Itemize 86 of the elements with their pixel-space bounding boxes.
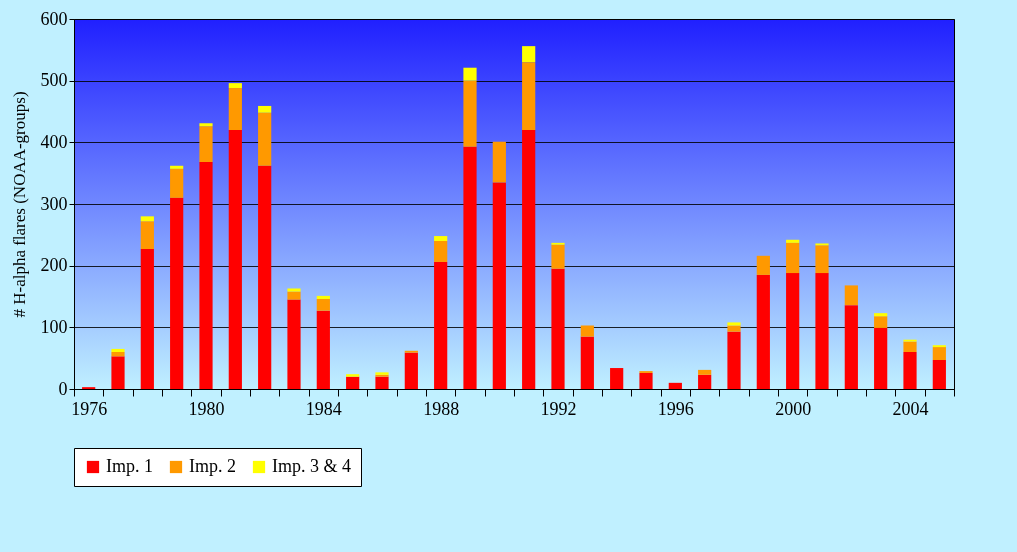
legend-label: Imp. 2 [189,456,236,476]
bar [316,310,330,389]
bar [463,80,477,147]
legend-label: Imp. 1 [106,456,153,476]
x-tick-label: 1988 [423,398,460,419]
bar [727,331,741,389]
bar [727,322,741,326]
bar [258,112,272,166]
bar [756,274,770,389]
bar [492,182,506,389]
bar [668,382,682,389]
x-tick-label: 1996 [657,398,694,419]
bar [698,374,712,389]
bar [522,130,536,389]
bar [932,360,946,389]
bar [404,352,418,389]
bar [199,162,213,389]
bar [463,146,477,389]
bar [111,352,125,357]
bar [698,369,712,375]
bar [434,261,448,389]
legend-label: Imp. 3 & 4 [272,456,351,476]
x-tick-label: 1976 [71,398,108,419]
bar [287,299,301,389]
bar [639,372,653,389]
bar [111,356,125,389]
bar [932,347,946,361]
x-tick-label: 2004 [892,398,929,419]
y-tick-label: 400 [40,131,68,152]
bar [111,348,125,352]
bar [786,239,800,243]
bar [874,316,888,328]
y-tick-label: 500 [40,70,68,91]
bar [316,298,330,311]
bar [727,325,741,332]
bar [522,62,536,130]
bar [874,313,888,317]
bar [844,285,858,306]
bar [346,376,360,389]
y-tick-label: 200 [40,255,68,276]
bar [199,126,213,163]
bar [903,352,917,389]
bar [228,130,242,389]
x-tick-label: 1980 [188,398,225,419]
bar [492,141,506,183]
bar [228,83,242,89]
bar [170,197,184,389]
bar [170,168,184,198]
bar [316,295,330,299]
bar [756,255,770,275]
bar [522,46,536,63]
bar [815,273,829,389]
bar [287,291,301,300]
bar [258,165,272,389]
bar [199,123,213,127]
bar [786,273,800,389]
x-tick-label: 1984 [305,398,342,419]
y-axis-title: # H-alpha flares (NOAA-groups) [9,91,29,318]
bar [610,368,624,389]
bar [463,67,477,81]
bar [140,221,154,250]
bar [287,288,301,292]
y-tick-label: 600 [40,8,68,29]
bar [874,327,888,389]
bar [258,105,272,113]
bar [815,245,829,274]
bar [434,241,448,262]
bar [375,376,389,389]
y-tick-label: 100 [40,316,68,337]
x-tick-label: 2000 [775,398,812,419]
x-tick-label: 1992 [540,398,577,419]
bar [580,325,594,337]
bar [580,336,594,389]
y-tick-label: 0 [58,378,68,399]
y-tick-label: 300 [40,193,68,214]
bar [140,216,154,222]
bar [434,236,448,241]
bar [140,249,154,389]
bar [228,88,242,130]
bar [844,305,858,389]
bar [170,165,184,169]
bar [551,268,565,389]
bar [786,242,800,274]
bar [903,341,917,352]
bar [551,244,565,269]
bar [346,374,360,377]
